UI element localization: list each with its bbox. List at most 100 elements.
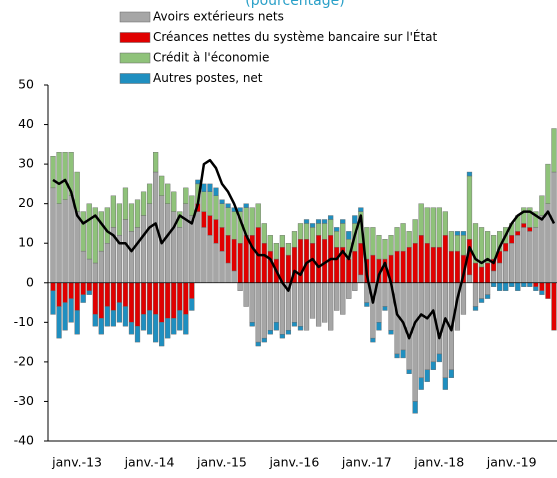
bar [86,290,92,295]
bar [340,219,346,224]
bar [134,199,141,228]
bar [249,322,255,327]
bar [309,282,316,319]
x-tick-label: janv.-14 [124,455,175,470]
bar [503,282,509,291]
bar [267,282,273,331]
bar [159,175,165,196]
bar [442,377,448,390]
bar [533,282,539,287]
bar [527,227,533,232]
y-tick-label: 40 [18,116,34,131]
legend-swatch [119,73,151,84]
bar [521,207,527,224]
bar [177,227,183,283]
bar [165,203,171,283]
bar [539,195,545,216]
bar [521,227,527,283]
bar [484,231,491,264]
bar [183,203,189,283]
bar [177,310,183,331]
bar [297,282,304,327]
bar [231,211,237,240]
legend-label: Autres postes, net [153,71,263,85]
bar [243,235,249,283]
bar [140,191,147,216]
y-tick-label: -10 [14,314,34,329]
bar [201,227,207,283]
bar [436,246,442,283]
bar [394,250,400,283]
bar [297,239,304,283]
bar [104,306,110,327]
bar [56,306,62,339]
bar [418,235,424,283]
bar [98,211,104,252]
bar [388,330,394,335]
bar [376,322,382,331]
bar [448,231,454,252]
bar [291,322,298,327]
bar [159,322,165,347]
bar [466,274,473,283]
bar [352,215,358,224]
bar [74,282,80,311]
bar [189,215,195,283]
bar [183,314,189,335]
bar [533,227,539,283]
bar [285,254,292,283]
bar [509,243,515,283]
bar [255,282,261,343]
bar [165,183,171,204]
bar [237,243,243,283]
bar [189,282,195,299]
bar [92,314,98,327]
x-tick-label: janv.-15 [196,455,247,470]
bar [213,187,219,196]
bar [128,322,135,335]
bar [346,258,352,283]
bar [134,326,141,343]
bar [478,227,485,268]
bar [171,191,177,212]
bar [165,282,171,319]
legend-swatch [119,32,151,43]
bar [315,282,322,327]
bar [551,282,557,331]
bar [382,306,388,311]
bar [442,282,448,378]
bar [436,353,442,363]
bar [400,223,406,252]
bar [454,231,461,236]
bar [521,223,527,228]
bar [261,282,267,339]
bar [515,282,521,291]
bar [153,152,159,173]
bar [545,163,551,204]
bar [140,282,147,315]
bar [539,290,545,295]
bar [291,282,298,323]
bar [400,250,406,283]
legend-swatch [119,11,151,23]
bar [104,207,110,244]
bar [442,211,448,236]
bar [159,282,165,323]
bar [460,235,467,256]
bar [231,270,237,283]
bar [140,215,147,283]
bar [104,282,110,307]
bar [243,282,249,307]
y-tick-label: -40 [14,433,34,448]
bar [406,246,412,283]
bar [424,282,430,370]
bar [334,246,340,283]
bar [98,318,104,335]
bar [358,207,364,212]
bar [273,243,279,260]
bar [322,282,328,323]
bar [454,235,461,252]
bar [165,318,171,339]
bar [80,282,86,295]
bar [261,223,267,244]
